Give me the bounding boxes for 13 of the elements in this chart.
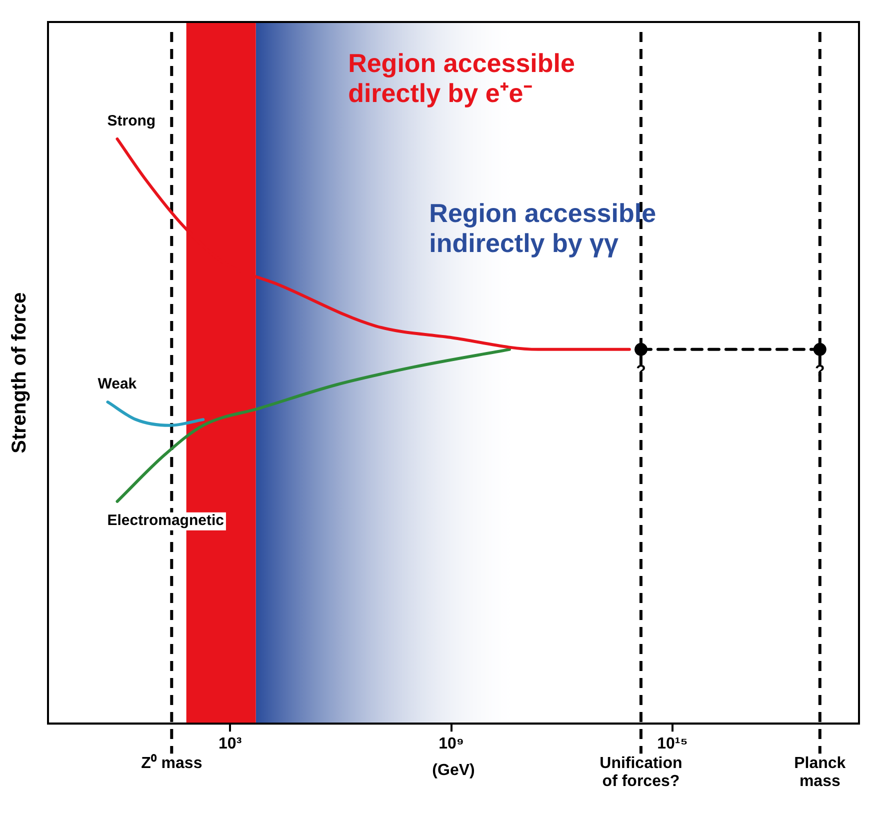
y-axis-title: Strength of force: [8, 292, 31, 454]
ref-line-label: Unification of forces?: [600, 755, 682, 790]
band-label: Region accessible directly by e⁺e⁻: [348, 48, 575, 108]
series-label: Weak: [98, 376, 138, 393]
x-tick-label: 10⁹: [438, 736, 464, 753]
x-tick-label: 10¹⁵: [657, 736, 688, 753]
x-tick-label: 10³: [218, 736, 242, 753]
series-label: Strong: [107, 112, 156, 130]
series-label: Electromagnetic: [107, 512, 224, 530]
x-axis-title: (GeV): [432, 762, 475, 779]
band-label: Region accessible indirectly by γγ: [429, 198, 656, 258]
ref-line-label: Planck mass: [794, 755, 846, 790]
ref-line-label: Z⁰ mass: [141, 754, 202, 772]
